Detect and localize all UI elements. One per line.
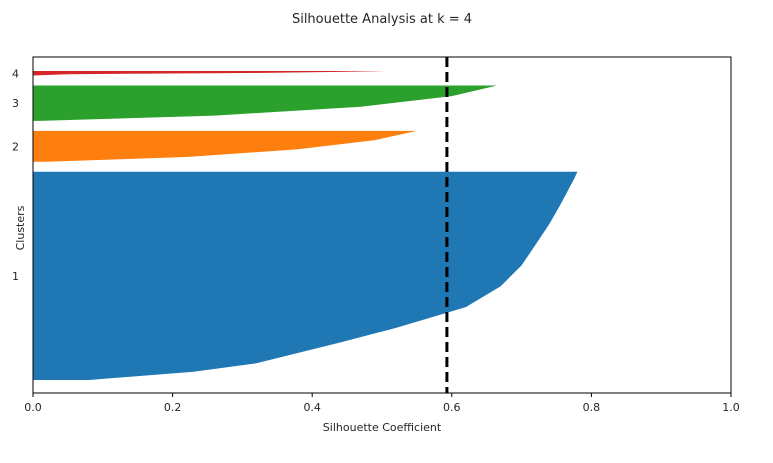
plot-area [33,71,578,380]
x-tick-label: 0.2 [164,401,182,414]
y-tick-label-1: 1 [12,270,19,283]
x-tick-label: 0.6 [443,401,461,414]
x-tick-label: 1.0 [722,401,740,414]
y-tick-label-2: 2 [12,140,19,153]
x-axis-ticks: 0.0 0.2 0.4 0.6 0.8 1.0 [24,393,740,414]
y-axis-label: Clusters [14,205,27,250]
x-tick-label: 0.8 [583,401,601,414]
silhouette-band-cluster-1 [33,171,578,380]
silhouette-band-cluster-3 [33,85,498,121]
x-tick-label: 0.0 [24,401,42,414]
plot-frame [32,56,732,394]
x-axis-label: Silhouette Coefficient [323,421,442,434]
silhouette-band-cluster-4 [33,71,386,76]
silhouette-band-cluster-2 [33,130,417,162]
chart-title: Silhouette Analysis at k = 4 [292,12,472,27]
y-tick-label-3: 3 [12,97,19,110]
x-tick-label: 0.4 [303,401,321,414]
y-axis-ticks: 1 2 3 4 [12,67,19,283]
y-tick-label-4: 4 [12,67,19,80]
